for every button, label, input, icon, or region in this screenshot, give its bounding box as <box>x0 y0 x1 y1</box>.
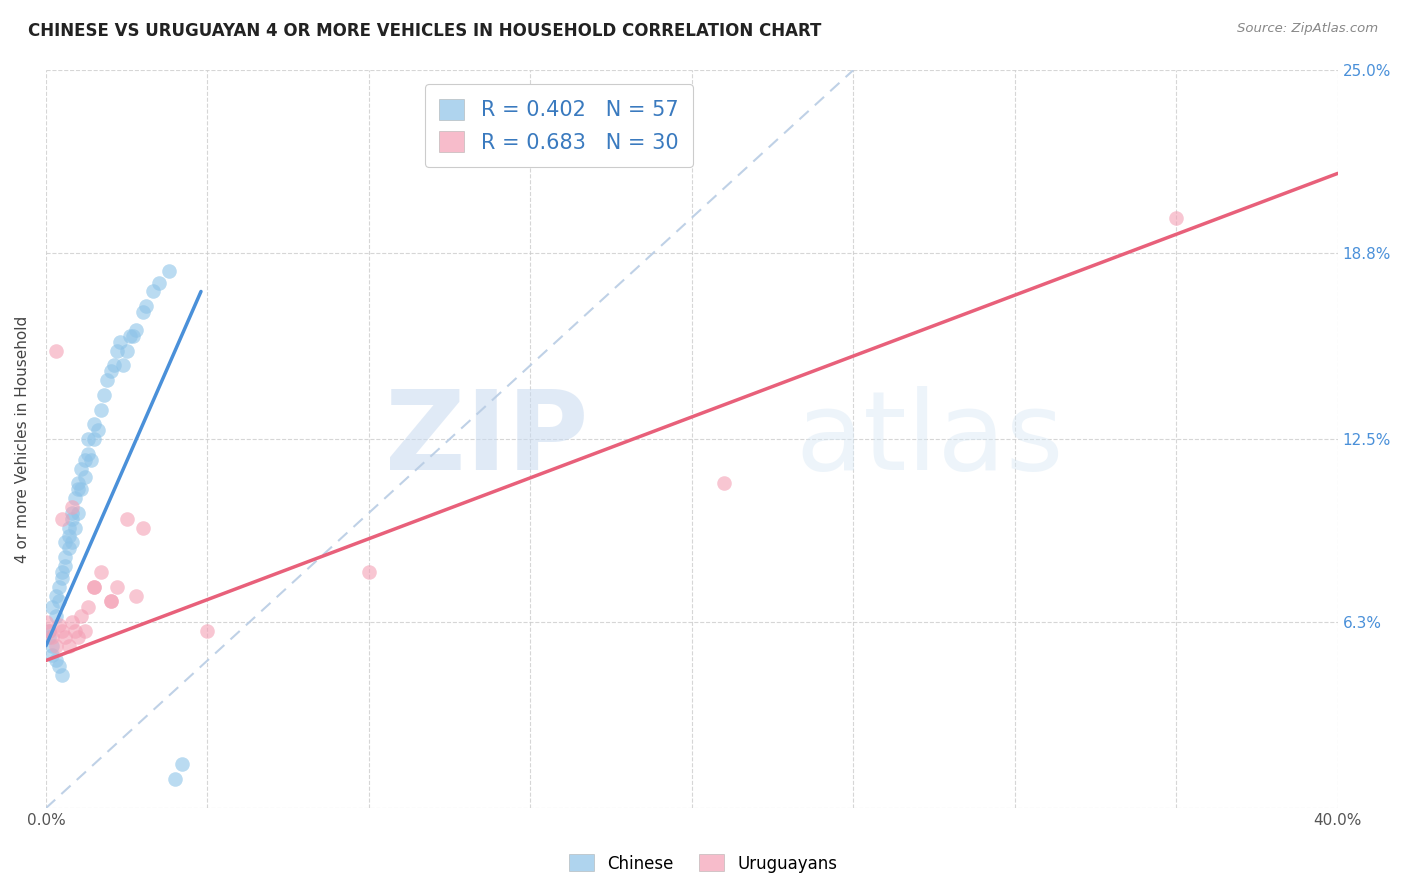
Point <box>132 521 155 535</box>
Point <box>125 323 148 337</box>
Point <box>197 624 219 638</box>
Point <box>35 615 58 629</box>
Point <box>51 668 73 682</box>
Legend: R = 0.402   N = 57, R = 0.683   N = 30: R = 0.402 N = 57, R = 0.683 N = 30 <box>425 84 693 167</box>
Point <box>170 756 193 771</box>
Point <box>100 594 122 608</box>
Point <box>713 476 735 491</box>
Point <box>63 491 86 505</box>
Point <box>141 285 163 299</box>
Point <box>45 653 67 667</box>
Point <box>90 565 112 579</box>
Point <box>53 559 76 574</box>
Point <box>38 630 60 644</box>
Point <box>83 417 105 432</box>
Point <box>165 772 187 786</box>
Point <box>115 512 138 526</box>
Point <box>51 624 73 638</box>
Text: Source: ZipAtlas.com: Source: ZipAtlas.com <box>1237 22 1378 36</box>
Point <box>357 565 380 579</box>
Point <box>60 500 83 514</box>
Point <box>83 580 105 594</box>
Point <box>53 630 76 644</box>
Point <box>118 328 141 343</box>
Point <box>105 580 128 594</box>
Point <box>96 373 118 387</box>
Point <box>48 594 70 608</box>
Point <box>45 639 67 653</box>
Text: CHINESE VS URUGUAYAN 4 OR MORE VEHICLES IN HOUSEHOLD CORRELATION CHART: CHINESE VS URUGUAYAN 4 OR MORE VEHICLES … <box>28 22 821 40</box>
Point <box>38 624 60 638</box>
Point <box>83 580 105 594</box>
Point <box>67 476 90 491</box>
Point <box>103 358 125 372</box>
Point <box>41 648 63 662</box>
Point <box>73 452 96 467</box>
Point <box>80 452 103 467</box>
Point <box>38 624 60 638</box>
Y-axis label: 4 or more Vehicles in Household: 4 or more Vehicles in Household <box>15 316 30 563</box>
Point <box>90 402 112 417</box>
Point <box>110 334 132 349</box>
Point <box>135 299 157 313</box>
Point <box>73 470 96 484</box>
Point <box>122 328 145 343</box>
Point <box>1166 211 1188 225</box>
Point <box>48 580 70 594</box>
Point <box>67 482 90 496</box>
Point <box>67 506 90 520</box>
Point <box>157 264 180 278</box>
Point <box>132 305 155 319</box>
Point <box>67 630 90 644</box>
Point <box>60 615 83 629</box>
Point <box>77 600 100 615</box>
Point <box>45 589 67 603</box>
Point <box>73 624 96 638</box>
Point <box>115 343 138 358</box>
Point <box>125 589 148 603</box>
Point <box>77 447 100 461</box>
Point <box>58 521 80 535</box>
Legend: Chinese, Uruguayans: Chinese, Uruguayans <box>562 847 844 880</box>
Point <box>60 535 83 549</box>
Point <box>100 594 122 608</box>
Point <box>112 358 135 372</box>
Point <box>51 512 73 526</box>
Point <box>83 432 105 446</box>
Point <box>41 600 63 615</box>
Point <box>51 571 73 585</box>
Point <box>60 512 83 526</box>
Point <box>58 541 80 556</box>
Point <box>105 343 128 358</box>
Point <box>53 535 76 549</box>
Point <box>48 659 70 673</box>
Text: atlas: atlas <box>796 385 1064 492</box>
Point <box>41 639 63 653</box>
Point <box>48 618 70 632</box>
Point <box>58 639 80 653</box>
Point <box>100 364 122 378</box>
Point <box>93 388 115 402</box>
Point <box>70 482 93 496</box>
Point <box>45 343 67 358</box>
Point <box>70 461 93 475</box>
Point <box>53 550 76 565</box>
Point <box>58 529 80 543</box>
Point <box>86 423 108 437</box>
Point <box>63 624 86 638</box>
Point <box>41 630 63 644</box>
Point <box>51 565 73 579</box>
Text: ZIP: ZIP <box>385 385 589 492</box>
Point <box>60 506 83 520</box>
Point <box>77 432 100 446</box>
Point <box>70 609 93 624</box>
Point <box>45 609 67 624</box>
Point <box>148 276 170 290</box>
Point <box>63 521 86 535</box>
